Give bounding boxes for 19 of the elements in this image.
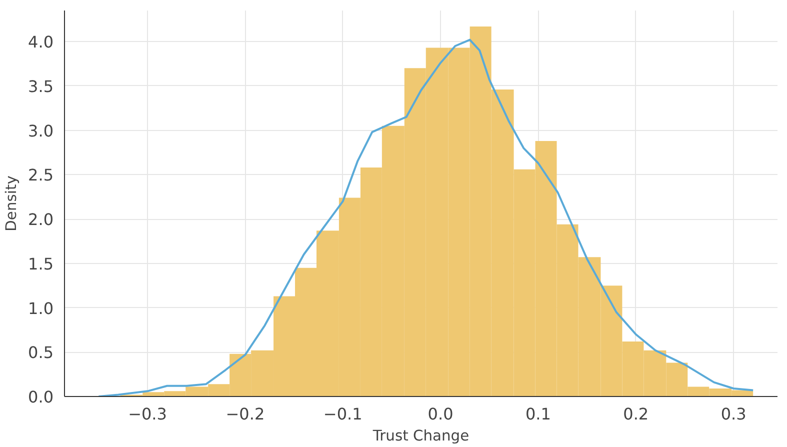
x-tick-label: −0.3 bbox=[128, 404, 167, 424]
y-tick-label: 0.5 bbox=[28, 343, 54, 362]
y-tick-label: 1.5 bbox=[28, 254, 54, 274]
y-tick-label: 1.0 bbox=[28, 298, 54, 318]
y-tick-label: 2.5 bbox=[28, 166, 54, 185]
y-tick-label: 0.0 bbox=[28, 388, 54, 406]
y-axis-title: Density bbox=[3, 175, 20, 232]
x-tick-label: 0.1 bbox=[525, 404, 551, 424]
y-tick-label: 2.0 bbox=[28, 210, 54, 230]
x-tick-label: −0.1 bbox=[323, 404, 362, 424]
x-tick-label: 0.3 bbox=[720, 404, 746, 424]
y-tick-label: 3.0 bbox=[28, 121, 54, 140]
x-axis-title: Trust Change bbox=[372, 428, 470, 444]
x-tick-label: 0.2 bbox=[623, 404, 649, 424]
line-series bbox=[98, 38, 754, 396]
y-tick-label: 4.0 bbox=[28, 32, 54, 52]
x-tick-label: −0.2 bbox=[226, 404, 265, 424]
x-tick-label: 0.0 bbox=[428, 404, 454, 424]
y-tick-label: 3.5 bbox=[28, 76, 54, 96]
